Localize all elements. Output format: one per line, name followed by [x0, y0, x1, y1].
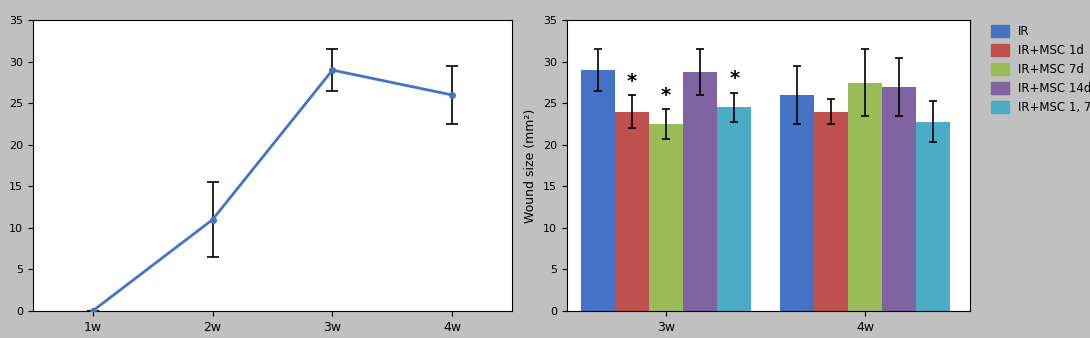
Legend: IR, IR+MSC 1d, IR+MSC 7d, IR+MSC 14d, IR+MSC 1, 7, 14d: IR, IR+MSC 1d, IR+MSC 7d, IR+MSC 14d, IR… [986, 20, 1090, 119]
Bar [848, 82, 882, 311]
Text: *: * [627, 72, 638, 91]
Bar [581, 70, 615, 311]
Text: *: * [662, 86, 671, 105]
Bar [779, 95, 814, 311]
Text: *: * [729, 69, 739, 88]
Bar [814, 112, 848, 311]
Bar [650, 124, 683, 311]
Y-axis label: Wound size (mm²): Wound size (mm²) [0, 108, 3, 223]
Y-axis label: Wound size (mm²): Wound size (mm²) [524, 108, 537, 223]
Bar [717, 107, 751, 311]
Bar [882, 87, 916, 311]
Bar [916, 122, 950, 311]
Bar [615, 112, 650, 311]
Bar [683, 72, 717, 311]
